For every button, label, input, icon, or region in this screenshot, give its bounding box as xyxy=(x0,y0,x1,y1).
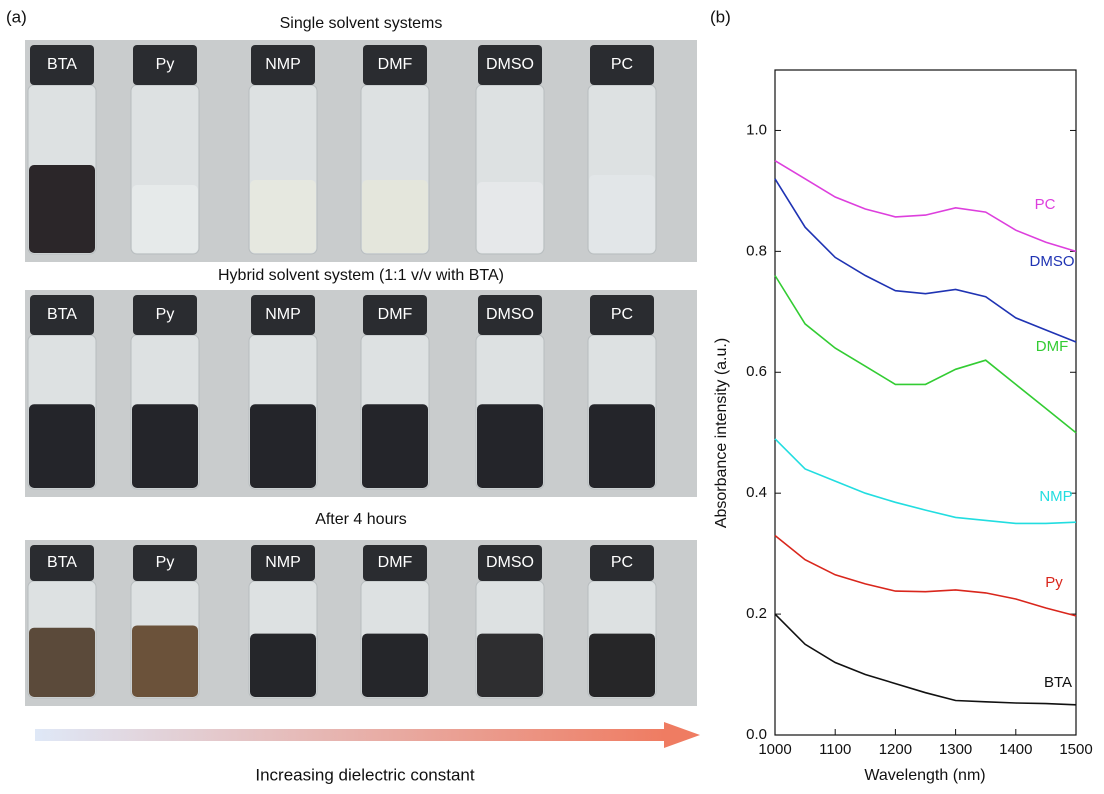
row-title: Single solvent systems xyxy=(280,15,443,32)
vial-label: DMSO xyxy=(486,56,534,73)
series-line xyxy=(774,438,1077,525)
panel-label: (a) xyxy=(6,7,27,26)
x-tick-label: 1200 xyxy=(879,741,912,758)
panel-label: (b) xyxy=(710,7,731,26)
vial-cap xyxy=(590,45,654,85)
series-label: DMF xyxy=(1036,338,1069,355)
vial-cap xyxy=(251,295,315,335)
vial-label: DMF xyxy=(378,56,413,73)
vial-label: DMSO xyxy=(486,554,534,571)
vial-liquid xyxy=(29,627,95,697)
vial-cap xyxy=(30,545,94,581)
vial-cap xyxy=(590,295,654,335)
vial-cap xyxy=(133,45,197,85)
vial-cap xyxy=(363,45,427,85)
vial-label: PC xyxy=(611,56,633,73)
vial-liquid xyxy=(132,625,198,697)
y-tick-label: 1.0 xyxy=(746,121,767,138)
vial-liquid xyxy=(250,633,316,697)
arrow-bar xyxy=(35,729,665,741)
vial-cap xyxy=(30,295,94,335)
vial-label: DMF xyxy=(378,306,413,323)
arrow-head xyxy=(664,722,700,748)
vial-cap xyxy=(478,295,542,335)
x-tick-label: 1000 xyxy=(758,741,791,758)
series-label: DMSO xyxy=(1030,253,1075,270)
vial-liquid xyxy=(132,404,198,488)
vial-cap xyxy=(133,545,197,581)
series-line xyxy=(774,160,1077,253)
vial-liquid xyxy=(362,180,428,253)
vial-label: PC xyxy=(611,554,633,571)
vial-liquid xyxy=(362,633,428,697)
vial-cap xyxy=(363,545,427,581)
vial-liquid xyxy=(250,180,316,253)
vial-label: DMSO xyxy=(486,306,534,323)
y-tick-label: 0.6 xyxy=(746,363,767,380)
row-title: Hybrid solvent system (1:1 v/v with BTA) xyxy=(218,267,504,284)
vial-cap xyxy=(363,295,427,335)
series-line xyxy=(774,534,1077,617)
vial-liquid xyxy=(132,185,198,253)
series-label: BTA xyxy=(1044,674,1072,691)
vial-liquid xyxy=(250,404,316,488)
vial-liquid xyxy=(589,633,655,697)
vial-cap xyxy=(30,45,94,85)
vial-label: Py xyxy=(156,306,175,323)
y-axis-title: Absorbance intensity (a.u.) xyxy=(713,338,730,528)
x-tick-label: 1100 xyxy=(819,741,851,758)
series-line xyxy=(774,178,1077,343)
vial-cap xyxy=(590,545,654,581)
x-axis-title: Wavelength (nm) xyxy=(864,767,985,784)
vial-cap xyxy=(251,545,315,581)
y-tick-label: 0.8 xyxy=(746,242,767,259)
vial-label: NMP xyxy=(265,306,301,323)
vial-liquid xyxy=(29,404,95,488)
series-label: Py xyxy=(1045,574,1063,591)
vial-cap xyxy=(478,45,542,85)
vial-cap xyxy=(251,45,315,85)
vial-liquid xyxy=(29,165,95,253)
vial-label: NMP xyxy=(265,554,301,571)
y-tick-label: 0.4 xyxy=(746,484,767,501)
row-title: After 4 hours xyxy=(315,511,407,528)
arrow-label: Increasing dielectric constant xyxy=(255,765,475,784)
plot-frame xyxy=(774,69,1077,736)
vial-label: DMF xyxy=(378,554,413,571)
vial-cap xyxy=(133,295,197,335)
x-tick-label: 1300 xyxy=(939,741,972,758)
vial-liquid xyxy=(477,633,543,697)
vial-cap xyxy=(478,545,542,581)
vial-label: NMP xyxy=(265,56,301,73)
y-tick-label: 0.2 xyxy=(746,605,767,622)
vial-label: BTA xyxy=(47,306,77,323)
vial-label: Py xyxy=(156,554,175,571)
y-tick-label: 0.0 xyxy=(746,726,767,743)
vial-label: PC xyxy=(611,306,633,323)
vial-liquid xyxy=(589,175,655,253)
series-line xyxy=(774,613,1077,706)
vial-label: Py xyxy=(156,56,175,73)
vial-label: BTA xyxy=(47,56,77,73)
vial-liquid xyxy=(362,404,428,488)
vial-label: BTA xyxy=(47,554,77,571)
x-tick-label: 1500 xyxy=(1059,741,1092,758)
series-label: NMP xyxy=(1039,488,1072,505)
vial-liquid xyxy=(589,404,655,488)
series-label: PC xyxy=(1035,196,1056,213)
vial-liquid xyxy=(477,404,543,488)
x-tick-label: 1400 xyxy=(999,741,1032,758)
vial-liquid xyxy=(477,182,543,253)
series-line xyxy=(774,275,1077,434)
